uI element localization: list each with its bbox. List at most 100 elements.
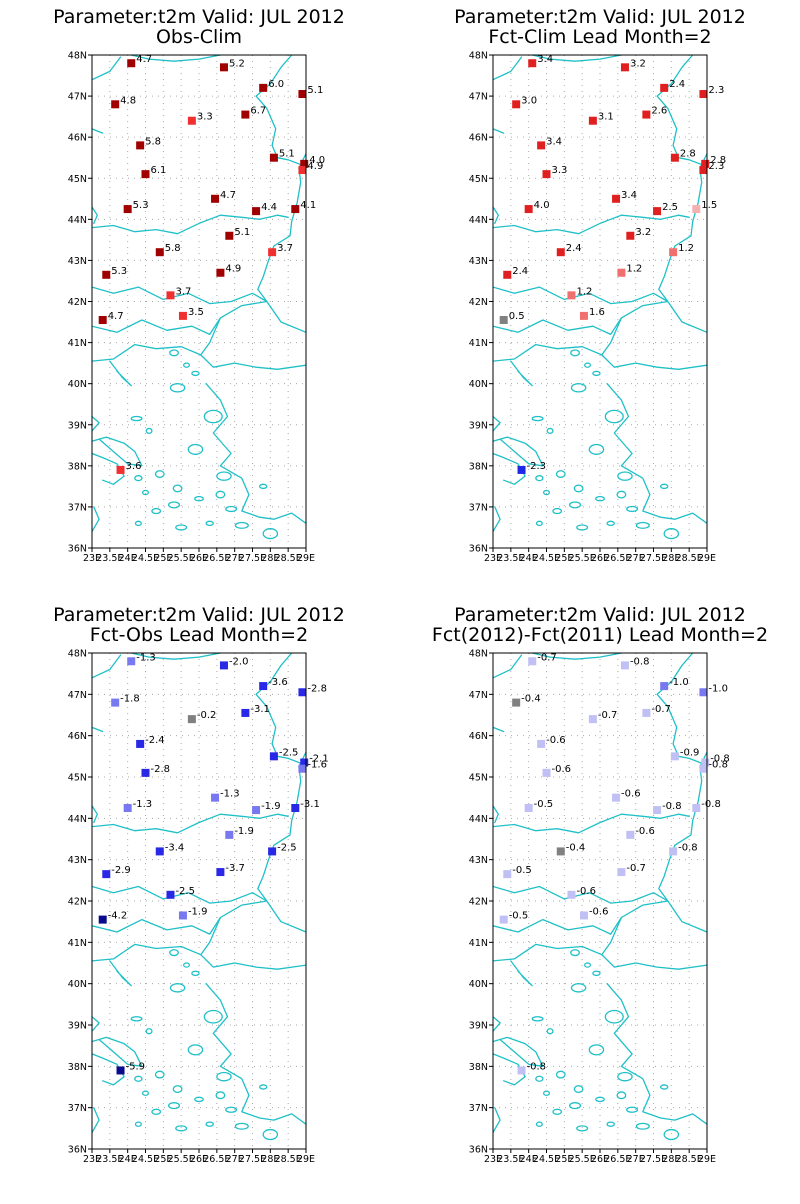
station-marker xyxy=(588,715,597,724)
station-value-label: 5.1 xyxy=(307,85,323,96)
station-value-label: -0.6 xyxy=(552,764,572,775)
station-marker xyxy=(517,465,526,474)
station-marker xyxy=(187,715,196,724)
lat-tick-label: 47N xyxy=(469,92,488,103)
lon-tick-label: 26.5E xyxy=(203,1154,230,1165)
island-outline xyxy=(225,505,238,513)
station-value-label: 2.5 xyxy=(662,202,678,213)
lat-tick-label: 44N xyxy=(68,814,87,825)
station-marker xyxy=(653,207,662,216)
coastline xyxy=(92,813,289,834)
lat-tick-label: 43N xyxy=(469,855,488,866)
station-marker xyxy=(701,159,710,168)
station-marker xyxy=(542,768,551,777)
lon-tick-label: 26E xyxy=(591,553,609,564)
station-value-label: 4.7 xyxy=(108,311,124,322)
island-outline xyxy=(570,949,580,957)
island-outline xyxy=(194,495,204,502)
station-marker xyxy=(626,231,635,240)
lon-tick-label: 28.5E xyxy=(676,1154,703,1165)
coastline xyxy=(606,983,707,1125)
lat-tick-label: 44N xyxy=(469,215,488,226)
island-outline xyxy=(570,383,587,393)
lat-tick-label: 38N xyxy=(68,461,87,472)
island-outline xyxy=(169,949,179,957)
station-value-label: 3.7 xyxy=(175,286,191,297)
island-outline xyxy=(569,1102,582,1110)
station-value-label: -3.4 xyxy=(165,842,185,853)
island-outline xyxy=(216,471,232,481)
coastline xyxy=(92,415,100,432)
lat-tick-label: 42N xyxy=(68,297,87,308)
island-outline xyxy=(592,970,601,977)
station-value-label: 0.5 xyxy=(509,311,525,322)
lat-tick-label: 48N xyxy=(469,649,488,660)
island-outline xyxy=(258,483,268,490)
lon-tick-label: 27.5E xyxy=(640,553,667,564)
panel-subtitle: Fct(2012)-Fct(2011) Lead Month=2 xyxy=(432,624,768,646)
island-outline xyxy=(535,475,544,482)
station-value-label: 6.7 xyxy=(250,106,266,117)
lat-tick-label: 40N xyxy=(68,379,87,390)
lat-tick-label: 40N xyxy=(68,979,87,990)
lat-tick-label: 40N xyxy=(469,379,488,390)
station-value-label: -1.3 xyxy=(136,652,156,663)
island-outline xyxy=(592,370,601,377)
station-marker xyxy=(136,739,145,748)
station-marker xyxy=(123,205,132,214)
station-value-label: 5.3 xyxy=(133,200,149,211)
station-marker xyxy=(503,870,512,879)
station-marker xyxy=(268,248,277,257)
lat-tick-label: 39N xyxy=(68,420,87,431)
lon-tick-label: 28E xyxy=(261,553,279,564)
station-marker xyxy=(98,315,107,324)
station-value-label: 1.5 xyxy=(701,200,717,211)
island-outline xyxy=(626,1106,639,1113)
station-marker xyxy=(701,758,710,767)
island-outline xyxy=(175,1125,188,1132)
coastline xyxy=(92,726,104,733)
station-marker xyxy=(211,793,220,802)
coastline xyxy=(510,360,533,387)
island-outline xyxy=(552,507,563,515)
lat-tick-label: 46N xyxy=(68,133,87,144)
island-outline xyxy=(154,470,165,478)
station-marker xyxy=(660,682,669,691)
lon-tick-label: 23.5E xyxy=(497,1154,524,1165)
island-outline xyxy=(168,1102,181,1110)
lat-tick-label: 38N xyxy=(469,461,488,472)
lat-tick-label: 41N xyxy=(68,338,87,349)
island-outline xyxy=(169,983,186,993)
station-value-label: -2.5 xyxy=(277,842,297,853)
station-value-label: -2.8 xyxy=(307,683,327,694)
station-value-label: -0.8 xyxy=(662,801,682,812)
station-value-label: -1.3 xyxy=(220,789,240,800)
station-marker xyxy=(155,847,164,856)
island-outline xyxy=(535,520,543,527)
lon-tick-label: 23E xyxy=(83,553,101,564)
coastline xyxy=(493,1107,501,1134)
station-marker xyxy=(269,153,278,162)
station-value-label: 3.4 xyxy=(546,136,562,147)
coastline xyxy=(493,343,603,362)
station-value-label: 1.2 xyxy=(626,264,642,275)
coastline xyxy=(656,653,706,766)
coastline xyxy=(493,286,669,305)
station-value-label: -0.8 xyxy=(701,799,721,810)
island-outline xyxy=(134,520,142,527)
station-marker xyxy=(111,100,120,109)
lon-tick-label: 26.5E xyxy=(604,553,631,564)
station-marker xyxy=(617,868,626,877)
station-value-label: -0.7 xyxy=(651,704,671,715)
island-outline xyxy=(169,383,186,393)
station-value-label: -0.7 xyxy=(537,652,557,663)
station-marker xyxy=(216,868,225,877)
map-area xyxy=(92,653,306,1149)
map-frame xyxy=(492,652,708,1150)
lat-tick-label: 41N xyxy=(68,938,87,949)
station-value-label: 3.2 xyxy=(635,227,651,238)
lon-tick-label: 23.5E xyxy=(96,1154,123,1165)
coastline xyxy=(606,383,707,524)
island-outline xyxy=(555,1070,566,1079)
station-marker xyxy=(669,248,678,257)
